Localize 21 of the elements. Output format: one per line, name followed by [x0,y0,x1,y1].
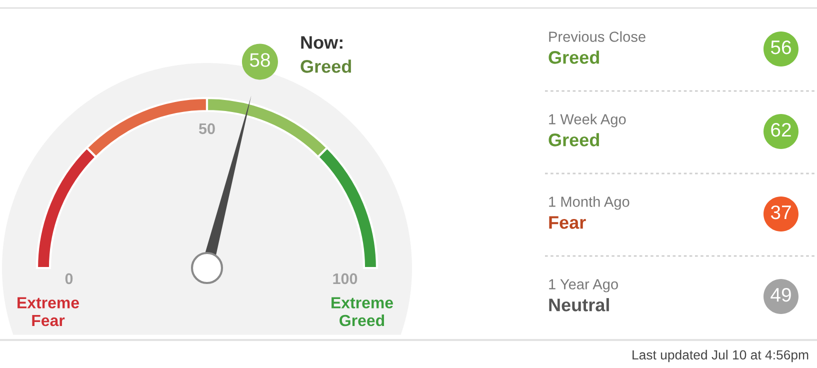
category-label: 1 Week Ago [549,114,626,128]
category-label: 1 Year Ago [549,279,618,292]
data-label: 49 [770,288,791,302]
data-label: 62 [771,122,791,137]
text: Extreme Fear [18,297,79,326]
text: Greed [300,60,351,73]
text: 50 [198,123,215,134]
text: Greed [548,50,599,64]
text: Fear [549,216,586,229]
category-label: Previous Close [549,31,646,42]
category-label: 1 Month Ago [549,196,630,210]
data-label: 56 [770,40,791,54]
data-label: 58 [250,53,270,67]
text: Extreme Greed [332,297,393,326]
text: 100 [333,273,358,284]
data-label: 37 [770,205,791,220]
text: Greed [548,133,599,146]
text: Now: [301,36,342,49]
text: 0 [65,273,73,284]
text: Last updated Jul 10 at 4:56pm [632,350,808,362]
text: Neutral [549,298,609,312]
